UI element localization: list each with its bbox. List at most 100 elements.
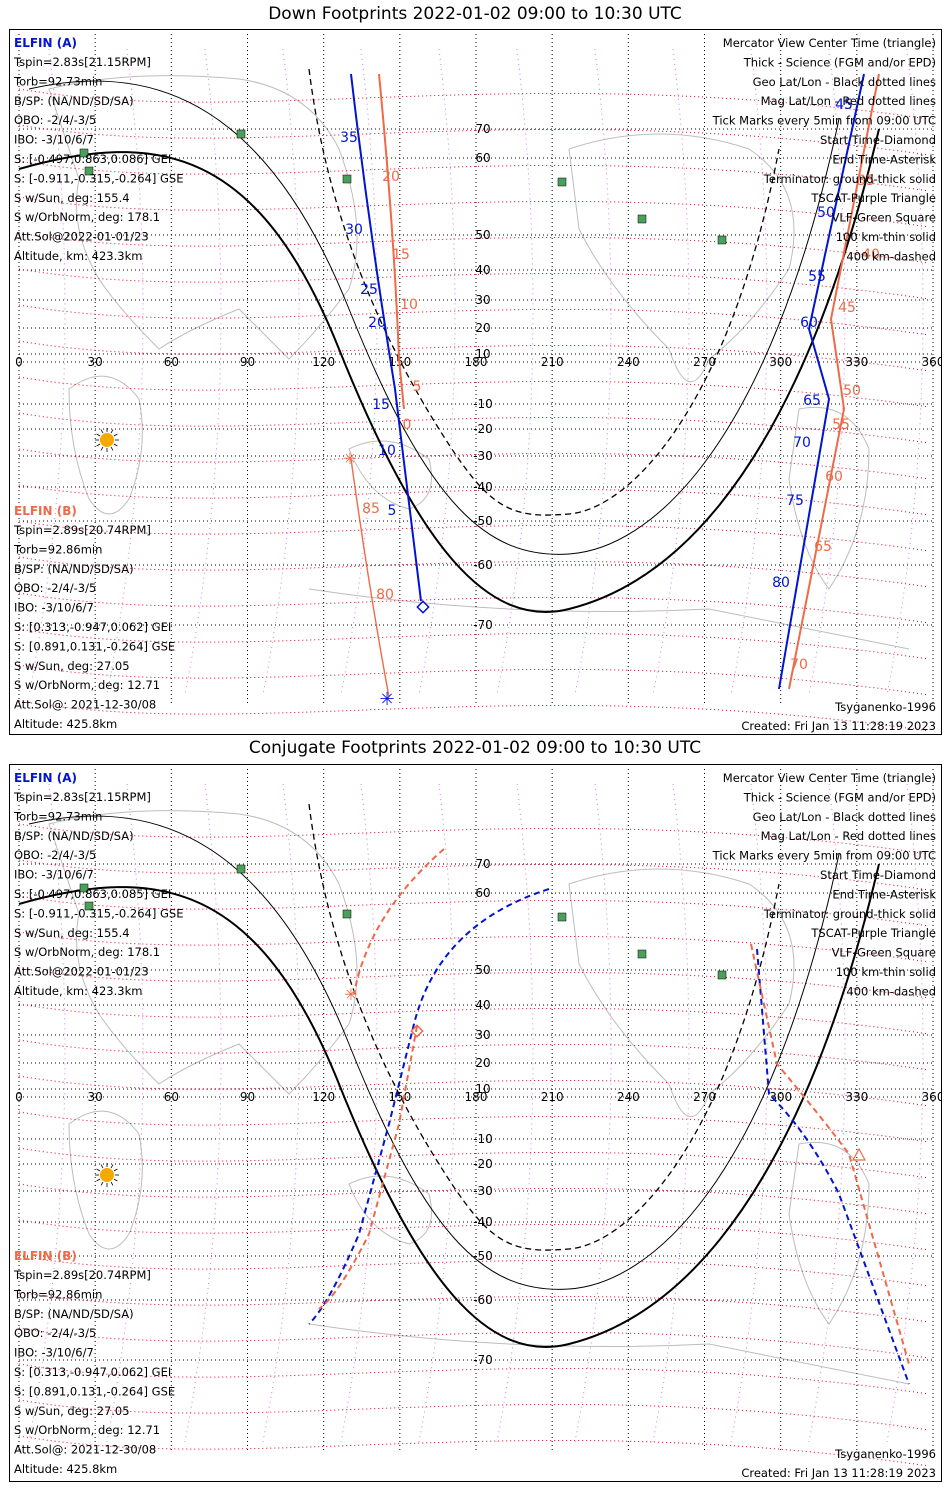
mag-parallel xyxy=(18,967,930,999)
lon-tick-label: 210 xyxy=(541,1090,564,1104)
elfin-b-info-line: B/SP: (NA/ND/SD/SA) xyxy=(14,562,134,576)
elfin-b-tick-label: 0 xyxy=(403,417,412,433)
elfin-b-conjugate-track xyxy=(318,848,910,1365)
lon-tick-label: 0 xyxy=(15,1090,23,1104)
elfin-b-info-line: S w/Sun, deg: 27.05 xyxy=(14,659,130,673)
lon-tick-label: 210 xyxy=(541,355,564,369)
elfin-b-info-line: Att.Sol@: 2021-12-30/08 xyxy=(14,698,156,712)
elfin-a-info-line: Tspin=2.83s[21.15RPM] xyxy=(13,55,151,69)
elfin-b-east-tick-label: 55 xyxy=(832,417,850,433)
terminator-ground xyxy=(18,128,880,613)
elfin-a-tick-label: 15 xyxy=(372,397,390,413)
legend: Mercator View Center Time (triangle) Thic… xyxy=(712,36,937,263)
elfin-b-info-line: IBO: -3/10/6/7 xyxy=(14,601,94,615)
lat-tick-label: 40 xyxy=(475,998,490,1012)
vlf-station-marker xyxy=(557,177,567,187)
mag-parallel xyxy=(18,376,930,408)
mag-parallel xyxy=(18,895,930,927)
lon-tick-label: 60 xyxy=(164,355,179,369)
vlf-station-marker xyxy=(236,864,246,874)
legend-item: TSCAT-Purple Triangle xyxy=(810,926,936,940)
vlf-station-marker xyxy=(342,909,352,919)
lat-tick-label: 50 xyxy=(475,963,490,977)
mag-parallel xyxy=(18,628,930,660)
vlf-station-marker xyxy=(84,901,94,911)
elfin-a-east-tick-label: 75 xyxy=(786,493,804,509)
legend-item: Mercator View Center Time (triangle) xyxy=(723,36,936,50)
mag-parallel xyxy=(18,931,930,963)
elfin-a-info-line: Altitude, km: 423.3km xyxy=(14,984,142,998)
model-label: Tsyganenko-1996 xyxy=(834,700,936,714)
model-label: Tsyganenko-1996 xyxy=(834,1447,936,1461)
lon-tick-label: 360 xyxy=(922,355,942,369)
elfin-a-tick-label: 35 xyxy=(340,130,358,146)
lon-tick-label: 120 xyxy=(312,1090,335,1104)
elfin-b-east-tick-label: 65 xyxy=(814,539,832,555)
down-footprints-map: 0 30 60 90 120 150 180 210 240 270 300 330 360706050… xyxy=(9,29,942,735)
legend-item: Tick Marks every 5min from 09:00 UTC xyxy=(712,114,936,128)
down-panel-title: Down Footprints 2022-01-02 09:00 to 10:3… xyxy=(268,4,682,24)
legend-item: End Time-Asterisk xyxy=(832,152,936,166)
lat-tick-label: 60 xyxy=(475,151,490,165)
elfin-a-east-tick-label: 45 xyxy=(835,97,853,113)
mag-meridian xyxy=(106,783,144,1443)
mag-parallel xyxy=(18,304,930,336)
coastline-3 xyxy=(568,133,795,382)
vlf-station-marker xyxy=(342,174,352,184)
elfin-b-tick-label: 5 xyxy=(413,379,422,395)
elfin-b-info: ELFIN (B) Tspin=2.89s[20.74RPM] Torb=92.86… xyxy=(13,504,175,731)
elfin-a-path-east xyxy=(778,73,865,690)
elfin-b-track xyxy=(350,73,880,698)
lat-tick-label: 30 xyxy=(475,293,490,307)
mag-parallel xyxy=(18,1435,930,1467)
elfin-b-info-line: S: [0.313,-0.947,0.062] GEI xyxy=(14,1365,171,1379)
geo-grid xyxy=(18,34,934,705)
geo-grid xyxy=(18,769,934,1452)
sun-icon xyxy=(95,1163,119,1187)
lat-tick-label: -70 xyxy=(473,1353,493,1367)
mag-parallel xyxy=(18,1003,930,1035)
elfin-b-tick-label: 15 xyxy=(392,247,410,263)
lat-tick-label: -20 xyxy=(473,1157,493,1171)
elfin-a-info-line: Att.Sol@2022-01-01/23 xyxy=(14,230,149,244)
legend-item: End Time-Asterisk xyxy=(832,887,936,901)
mag-parallel xyxy=(18,1399,930,1431)
legend-item: Terminator: ground-thick solid xyxy=(763,907,936,921)
coastline-0 xyxy=(48,75,358,360)
elfin-b-tick-label: 10 xyxy=(400,297,418,313)
elfin-a-info-line: S: [-0.911,-0.315,-0.264] GSE xyxy=(14,906,183,920)
lon-tick-label: 150 xyxy=(388,1090,411,1104)
elfin-a-tick-label: 30 xyxy=(345,222,363,238)
conjugate-panel-title: Conjugate Footprints 2022-01-02 09:00 to… xyxy=(248,738,702,758)
mag-parallel xyxy=(18,556,930,588)
elfin-b-asterisk: ✳ xyxy=(343,449,356,468)
elfin-a-info-line: OBO: -2/4/-3/5 xyxy=(14,848,96,862)
start-time-diamond xyxy=(416,600,430,614)
elfin-b-info-line: Tspin=2.89s[20.74RPM] xyxy=(13,523,151,537)
mag-parallel xyxy=(18,592,930,624)
vlf-station-marker xyxy=(637,214,647,224)
elfin-b-path-west xyxy=(378,73,405,410)
mag-parallel xyxy=(18,268,930,300)
mag-meridian xyxy=(340,783,378,1443)
elfin-a-tick-label: 10 xyxy=(378,443,396,459)
axis-labels: 0 30 60 90 120 150 180 210 240 270 300 330 360706050… xyxy=(15,122,942,632)
end-time-asterisk: ✳ xyxy=(379,689,394,710)
mag-parallel xyxy=(18,1291,930,1323)
terminator-100km xyxy=(28,815,840,1290)
elfin-a-header: ELFIN (A) xyxy=(14,771,77,785)
terminator-ground xyxy=(18,863,880,1348)
lat-tick-label: -30 xyxy=(473,449,493,463)
elfin-a-info-line: S: [-0.497,0.863,0.086] GEI xyxy=(14,152,171,166)
elfin-a-info-line: OBO: -2/4/-3/5 xyxy=(14,113,96,127)
elfin-a-track xyxy=(350,73,865,690)
coastlines xyxy=(48,75,910,650)
elfin-a-tick-label: 25 xyxy=(360,282,378,298)
elfin-b-info-line: OBO: -2/4/-3/5 xyxy=(14,581,96,595)
lat-tick-label: -30 xyxy=(473,1184,493,1198)
tscat-triangle xyxy=(851,1147,867,1161)
elfin-b-header: ELFIN (B) xyxy=(14,504,77,518)
lon-tick-label: 180 xyxy=(465,355,488,369)
mag-parallel xyxy=(18,859,930,891)
elfin-b-info-line: Torb=92.86min xyxy=(13,542,102,556)
